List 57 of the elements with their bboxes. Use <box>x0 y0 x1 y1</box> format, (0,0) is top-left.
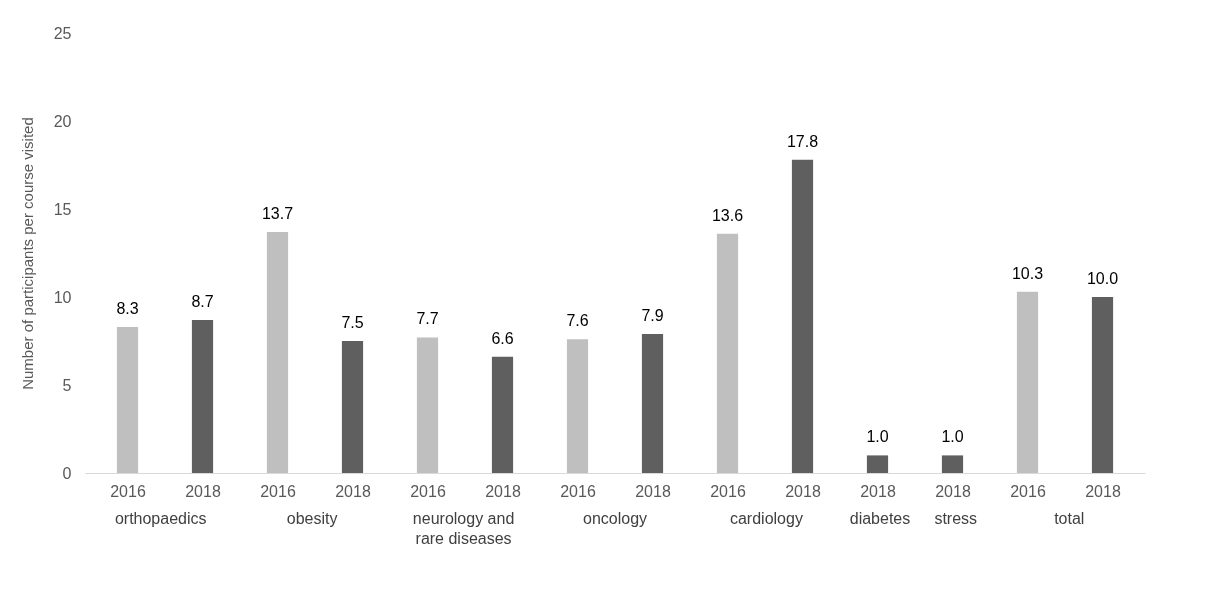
x-tick-label: 2018 <box>485 482 521 500</box>
bar <box>416 337 439 473</box>
x-tick-label: 2018 <box>785 482 821 500</box>
data-label: 17.8 <box>786 132 819 150</box>
text: stress <box>934 510 978 527</box>
y-tick-label: 25 <box>53 24 72 42</box>
text: obesity <box>286 510 338 527</box>
y-tick-label: 20 <box>53 112 72 130</box>
data-label: 7.7 <box>416 310 439 328</box>
bar <box>491 356 514 473</box>
bar <box>866 455 889 473</box>
data-label: 7.6 <box>566 312 589 330</box>
x-tick-label: 2018 <box>860 482 896 500</box>
bar <box>566 339 589 473</box>
data-label: 8.3 <box>116 299 139 317</box>
text: total <box>1054 510 1085 527</box>
y-axis-title: Number of participants per course visited <box>18 117 36 390</box>
bar <box>941 455 964 473</box>
x-tick-label: 2018 <box>1085 482 1121 500</box>
y-tick-label: 15 <box>53 200 72 218</box>
x-tick-label: 2016 <box>1010 482 1046 500</box>
data-label: 1.0 <box>941 428 964 446</box>
x-tick-label: 2016 <box>110 482 146 500</box>
y-tick-label: 10 <box>53 288 72 306</box>
y-tick-label: 0 <box>62 464 72 482</box>
y-tick-label: 5 <box>62 376 72 394</box>
x-tick-label: 2016 <box>710 482 746 500</box>
text: oncology <box>582 510 648 527</box>
bar <box>116 326 139 473</box>
x-tick-label: 2018 <box>185 482 221 500</box>
bar <box>716 233 739 473</box>
bar <box>266 231 289 473</box>
data-label: 7.5 <box>341 314 364 331</box>
data-label: 8.7 <box>191 292 214 310</box>
bar <box>1016 291 1039 473</box>
bar <box>1091 297 1114 473</box>
data-label: 6.6 <box>491 329 514 347</box>
x-tick-label: 2018 <box>935 482 971 500</box>
text: neurology and rare diseases <box>412 510 515 547</box>
data-label: 10.3 <box>1011 264 1044 282</box>
bar <box>791 159 814 473</box>
data-label: 7.9 <box>641 306 664 324</box>
bar <box>341 341 364 473</box>
bar <box>191 319 214 473</box>
data-label: 1.0 <box>866 428 889 446</box>
text: diabetes <box>849 510 911 527</box>
x-tick-label: 2018 <box>635 482 671 500</box>
x-tick-label: 2016 <box>560 482 596 500</box>
data-label: 10.0 <box>1086 270 1119 287</box>
data-label: 13.7 <box>261 204 294 222</box>
data-label: 13.6 <box>711 206 744 224</box>
x-tick-label: 2016 <box>410 482 446 500</box>
bar <box>641 333 664 473</box>
x-tick-label: 2018 <box>335 482 371 500</box>
text: cardiology <box>729 510 803 527</box>
x-tick-label: 2016 <box>260 482 296 500</box>
text: orthopaedics <box>114 510 207 527</box>
